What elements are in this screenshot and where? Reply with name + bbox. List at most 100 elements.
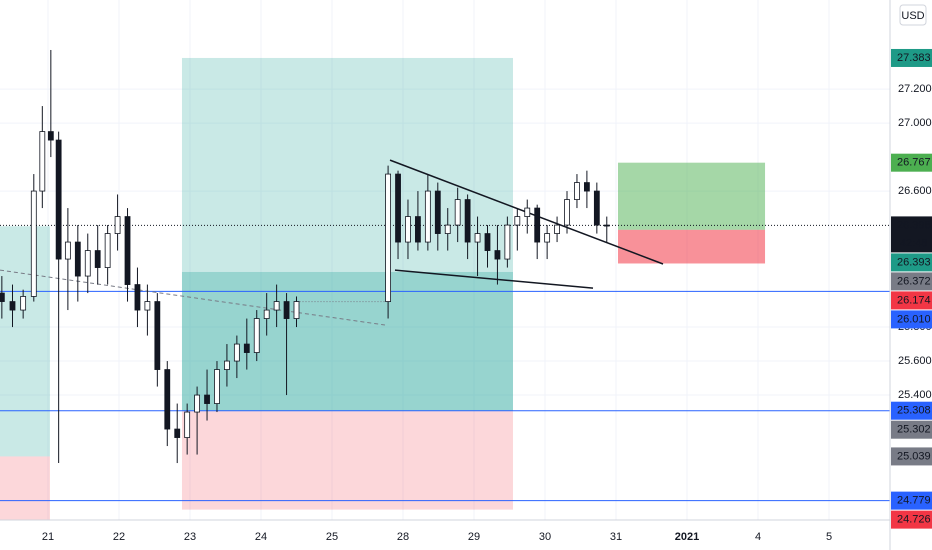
price-label-bg: [891, 48, 932, 67]
candle-body: [405, 216, 411, 243]
price-label: 27.383: [897, 52, 931, 64]
target-zone: [617, 162, 766, 230]
price-label-bg: [891, 272, 932, 291]
candle-body: [454, 199, 461, 226]
candle-body: [504, 224, 511, 260]
candle-body: [55, 139, 62, 260]
candle-body: [574, 182, 580, 200]
price-label: 25.039: [897, 450, 931, 462]
x-tick-label: 23: [184, 531, 196, 543]
candle-body: [554, 224, 560, 234]
currency-button[interactable]: [899, 4, 927, 26]
candle-body: [134, 284, 141, 311]
candle-body: [524, 207, 531, 217]
candle-body: [243, 343, 250, 353]
price-label: 26.372: [897, 275, 931, 287]
candle-body: [174, 428, 181, 438]
y-tick-label: 25.600: [898, 355, 932, 367]
price-label: 26.767: [897, 157, 931, 169]
candle-body: [74, 241, 81, 277]
candle-body: [64, 241, 71, 260]
candle-body: [544, 233, 551, 243]
currency-label[interactable]: USD: [901, 10, 924, 22]
reached-zone: [181, 271, 513, 411]
x-tick-label: 30: [539, 531, 551, 543]
trendline: [0, 269, 386, 326]
x-tick-label: 24: [255, 531, 267, 543]
price-label-bg: [891, 510, 932, 529]
price-label-bg: [891, 153, 932, 172]
stop-zone: [0, 456, 50, 520]
candle-body: [534, 207, 541, 243]
candle-body: [84, 250, 91, 277]
candle-body: [144, 301, 151, 311]
candle-body: [30, 190, 37, 297]
candle-body: [514, 216, 521, 226]
candle-body: [233, 343, 240, 362]
x-tick-label: 21: [42, 531, 54, 543]
price-label: 26.398: [897, 219, 931, 231]
price-label: 26.393: [897, 256, 931, 268]
candle-body: [395, 173, 401, 243]
y-tick-label: 26.600: [898, 185, 932, 197]
candle-body: [444, 224, 451, 234]
candle-body: [474, 233, 481, 243]
candle-body: [263, 309, 270, 319]
candle-body: [224, 360, 230, 370]
price-label: 26.174: [897, 294, 931, 306]
price-label-bg: [891, 447, 932, 466]
candle-body: [164, 369, 171, 430]
candle-body: [385, 173, 391, 302]
candle-body: [283, 301, 290, 319]
y-tick-label: 27.000: [898, 117, 932, 129]
candle-body: [9, 301, 16, 311]
price-label-bg: [891, 401, 932, 420]
y-tick-label: 27.200: [898, 83, 932, 95]
candle-body: [0, 292, 5, 302]
candle-body: [253, 318, 260, 353]
price-label-bg: [891, 216, 932, 253]
candle-body: [124, 216, 131, 285]
x-tick-label: 25: [326, 531, 338, 543]
candle-body: [39, 131, 46, 192]
x-tick-label: 22: [113, 531, 125, 543]
target-zone: [0, 226, 50, 457]
price-label: 24.726: [897, 514, 931, 526]
candle-body: [293, 301, 300, 319]
candle-body: [20, 296, 27, 311]
price-label: 26.010: [897, 313, 931, 325]
countdown: 42:48: [900, 237, 928, 249]
candle-body: [94, 250, 101, 268]
price-label-bg: [891, 491, 932, 510]
candle-body: [273, 301, 280, 311]
candle-body: [214, 369, 220, 404]
candle-body: [434, 190, 441, 234]
price-label-bg: [891, 420, 932, 439]
x-tick-label: 2021: [675, 531, 699, 543]
candle-body: [593, 190, 600, 226]
candle-body: [484, 233, 491, 251]
price-label: 25.308: [897, 405, 931, 417]
candle-body: [47, 131, 54, 141]
price-label: 24.779: [897, 495, 931, 507]
trendline: [394, 269, 594, 289]
candle-body: [104, 233, 111, 268]
x-tick-label: 29: [468, 531, 480, 543]
price-label-bg: [891, 310, 932, 329]
candle-body: [415, 216, 421, 243]
candle-body: [424, 190, 431, 243]
candle-body: [184, 411, 191, 438]
price-label-bg: [891, 291, 932, 310]
price-label-bg: [891, 253, 932, 272]
candle-body: [494, 250, 501, 260]
candle-body: [603, 224, 610, 227]
candle-body: [114, 216, 121, 234]
y-tick-label: 25.400: [898, 389, 932, 401]
candle-body: [154, 301, 161, 370]
x-tick-label: 28: [397, 531, 409, 543]
x-tick-label: 4: [755, 531, 761, 543]
candle-body: [204, 394, 210, 404]
candle-body: [194, 394, 200, 413]
